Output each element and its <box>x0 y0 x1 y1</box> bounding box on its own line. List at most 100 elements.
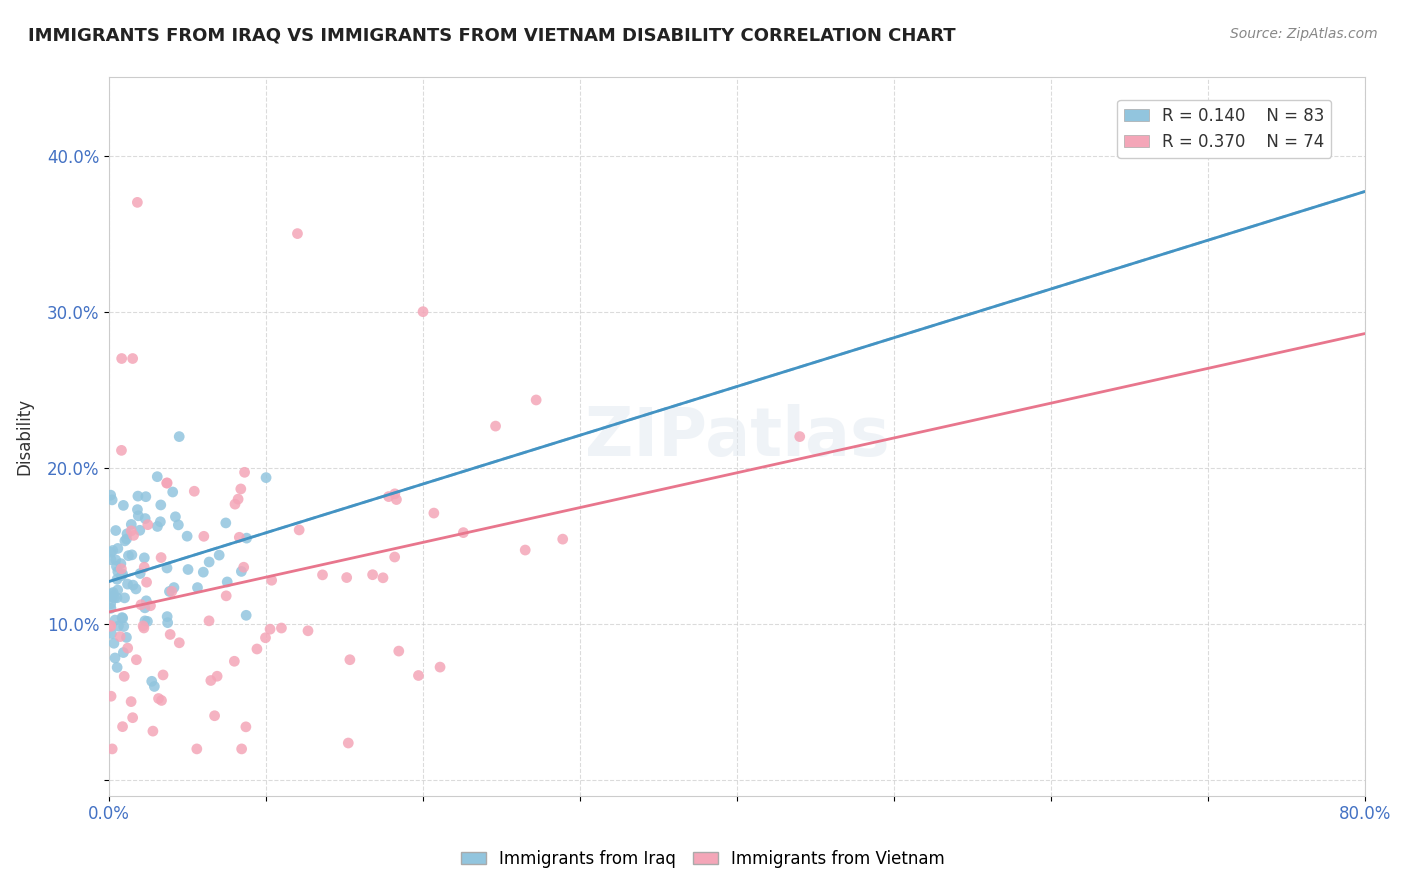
Point <box>117 549 139 563</box>
Point <box>100 690 122 704</box>
Point <box>104 553 127 567</box>
Point <box>110 557 132 571</box>
Point <box>384 487 406 501</box>
Point <box>208 548 231 562</box>
Point <box>111 720 134 734</box>
Point <box>114 533 136 548</box>
Point <box>122 528 145 542</box>
Point <box>186 581 208 595</box>
Point <box>235 720 257 734</box>
Point <box>134 600 156 615</box>
Point <box>233 465 256 479</box>
Point <box>100 618 122 632</box>
Point <box>135 594 157 608</box>
Point <box>167 429 190 443</box>
Point <box>311 567 333 582</box>
Point <box>235 531 257 545</box>
Point <box>377 490 399 504</box>
Point <box>297 624 319 638</box>
Point <box>111 610 134 624</box>
Point <box>117 641 139 656</box>
Point <box>193 529 215 543</box>
Point <box>149 515 172 529</box>
Point <box>121 548 143 562</box>
Point <box>146 469 169 483</box>
Point <box>423 506 446 520</box>
Point <box>100 587 122 601</box>
Point <box>205 669 228 683</box>
Point <box>361 567 384 582</box>
Point <box>146 519 169 533</box>
Point <box>336 570 359 584</box>
Point <box>150 550 173 565</box>
Point <box>231 565 253 579</box>
Point <box>107 582 129 597</box>
Point <box>388 644 411 658</box>
Point <box>101 543 124 558</box>
Point <box>101 492 124 507</box>
Point <box>152 668 174 682</box>
Point <box>217 574 239 589</box>
Point <box>167 517 190 532</box>
Point <box>260 574 283 588</box>
Point <box>232 560 254 574</box>
Point <box>200 673 222 688</box>
Point <box>177 562 200 576</box>
Point <box>121 711 143 725</box>
Point <box>156 475 179 490</box>
Point <box>135 575 157 590</box>
Point <box>159 627 181 641</box>
Point <box>107 541 129 556</box>
Point <box>134 560 156 574</box>
Point <box>270 621 292 635</box>
Point <box>160 584 183 599</box>
Point <box>103 636 125 650</box>
Point <box>100 545 122 559</box>
Point <box>105 660 128 674</box>
Point <box>101 585 124 599</box>
Point <box>259 622 281 636</box>
Point <box>134 614 156 628</box>
Point <box>100 601 122 615</box>
Point <box>228 530 250 544</box>
Point <box>100 552 122 566</box>
Text: Source: ZipAtlas.com: Source: ZipAtlas.com <box>1230 27 1378 41</box>
Point <box>120 517 142 532</box>
Point <box>120 695 142 709</box>
Point <box>112 669 135 683</box>
Point <box>120 524 142 538</box>
Point <box>127 489 149 503</box>
Point <box>142 724 165 739</box>
Point <box>108 630 131 644</box>
Point <box>134 511 156 525</box>
Point <box>385 492 408 507</box>
Point <box>101 590 124 604</box>
Point <box>127 195 149 210</box>
Point <box>107 619 129 633</box>
Point <box>162 485 184 500</box>
Point <box>104 613 127 627</box>
Point <box>524 392 547 407</box>
Text: IMMIGRANTS FROM IRAQ VS IMMIGRANTS FROM VIETNAM DISABILITY CORRELATION CHART: IMMIGRANTS FROM IRAQ VS IMMIGRANTS FROM … <box>28 27 956 45</box>
Point <box>100 488 122 502</box>
Text: ZIPatlas: ZIPatlas <box>585 403 889 469</box>
Point <box>128 524 150 538</box>
Point <box>112 499 135 513</box>
Point <box>111 567 134 582</box>
Point <box>132 621 155 635</box>
Point <box>183 484 205 499</box>
Point <box>204 708 226 723</box>
Point <box>226 492 249 507</box>
Point <box>125 582 148 596</box>
Point <box>215 589 238 603</box>
Point <box>156 561 179 575</box>
Point <box>129 566 152 581</box>
Point <box>115 526 138 541</box>
Point <box>159 584 181 599</box>
Point <box>149 498 172 512</box>
Point <box>156 609 179 624</box>
Point <box>105 559 128 574</box>
Point <box>100 619 122 633</box>
Point <box>112 619 135 633</box>
Point <box>156 615 179 630</box>
